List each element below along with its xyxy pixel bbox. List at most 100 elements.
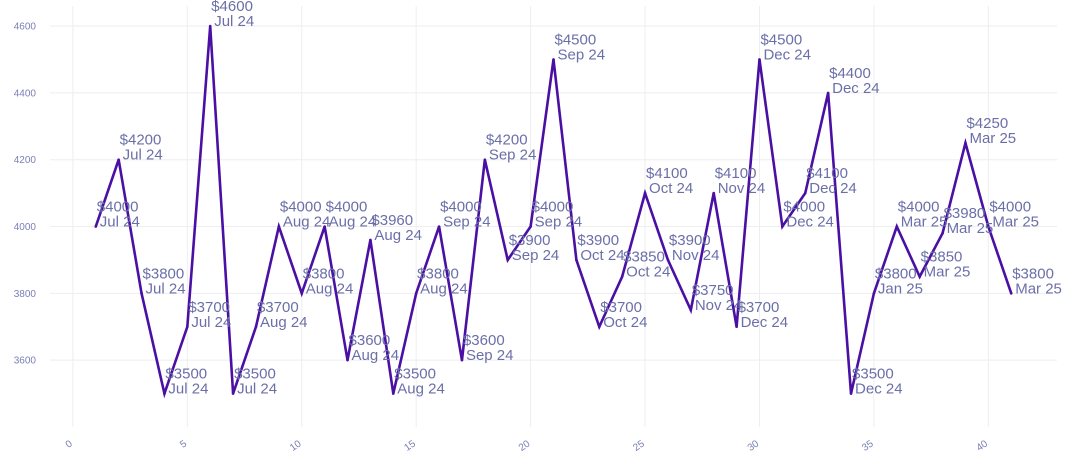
data-point xyxy=(277,225,281,228)
data-label-value: $3800 xyxy=(875,265,917,282)
data-label-value: $4100 xyxy=(806,165,848,182)
data-point xyxy=(941,231,944,235)
data-label-value: $3900 xyxy=(669,232,711,249)
data-label-month: Dec 24 xyxy=(809,180,857,197)
data-point xyxy=(620,275,624,278)
data-label-value: $4200 xyxy=(120,132,162,149)
data-label-value: $4000 xyxy=(989,199,1031,216)
data-label-month: Nov 24 xyxy=(672,247,720,264)
data-label-value: $3900 xyxy=(577,232,619,249)
data-label-month: Mar 25 xyxy=(992,214,1039,231)
data-label-value: $3500 xyxy=(165,366,207,383)
y-tick-label: 4400 xyxy=(14,88,37,99)
data-label-value: $4100 xyxy=(715,165,757,182)
data-label-month: Aug 24 xyxy=(306,280,354,297)
data-label-month: Jul 24 xyxy=(123,147,163,164)
data-point xyxy=(300,292,304,295)
data-label-value: $4000 xyxy=(532,199,574,216)
data-label-value: $3800 xyxy=(1012,265,1054,282)
data-label-month: Jul 24 xyxy=(237,381,277,398)
data-label-month: Sep 24 xyxy=(512,247,560,264)
x-tick-label: 35 xyxy=(860,438,876,454)
data-label-value: $3850 xyxy=(921,249,963,266)
data-label-month: Sep 24 xyxy=(489,147,537,164)
data-label-value: $3500 xyxy=(234,366,276,383)
data-label-month: Sep 24 xyxy=(558,46,606,63)
data-point xyxy=(689,308,693,312)
data-label-month: Oct 24 xyxy=(626,264,670,281)
data-point xyxy=(483,158,487,161)
data-point xyxy=(117,158,120,161)
data-point xyxy=(140,292,143,295)
data-point xyxy=(254,325,258,329)
data-label-month: Dec 24 xyxy=(786,214,834,231)
data-point xyxy=(163,392,166,395)
data-point xyxy=(414,292,418,295)
data-label-month: Aug 24 xyxy=(283,214,331,231)
x-tick-label: 25 xyxy=(631,438,647,454)
y-tick-label: 3600 xyxy=(14,356,37,367)
data-label-month: Mar 25 xyxy=(969,130,1016,147)
data-label-value: $4000 xyxy=(898,199,940,216)
data-point xyxy=(460,358,464,362)
data-label-month: Aug 24 xyxy=(397,381,445,398)
data-label-value: $4200 xyxy=(486,132,528,149)
data-point xyxy=(391,392,395,395)
data-label-value: $3800 xyxy=(143,265,185,282)
data-point xyxy=(369,238,372,242)
x-tick-label: 20 xyxy=(517,438,533,454)
data-label-month: Dec 24 xyxy=(741,314,789,331)
data-point xyxy=(529,225,532,228)
data-label-month: Aug 24 xyxy=(352,347,400,364)
x-tick-label: 30 xyxy=(746,438,762,454)
data-label-month: Dec 24 xyxy=(763,46,811,63)
data-point xyxy=(94,225,98,228)
data-label-month: Nov 24 xyxy=(695,297,743,314)
y-tick-label: 4200 xyxy=(14,155,37,166)
data-label-month: Aug 24 xyxy=(260,314,308,331)
x-tick-label: 5 xyxy=(178,438,189,450)
data-label-month: Mar 25 xyxy=(901,214,948,231)
data-label-value: $4000 xyxy=(326,199,368,216)
data-point xyxy=(231,392,235,395)
data-label-value: $4000 xyxy=(783,199,825,216)
data-label-month: Sep 24 xyxy=(443,214,491,231)
grid-layer xyxy=(50,6,1057,427)
data-label-value: $3600 xyxy=(349,332,391,349)
data-point xyxy=(712,191,716,195)
data-point xyxy=(597,325,601,329)
data-point xyxy=(964,141,967,145)
data-label-value: $3600 xyxy=(463,332,505,349)
data-point xyxy=(803,191,807,195)
data-label-month: Jul 24 xyxy=(100,214,140,231)
data-point xyxy=(552,58,555,61)
data-label-value: $4000 xyxy=(280,199,322,216)
data-point xyxy=(186,325,189,329)
data-label-month: Oct 24 xyxy=(603,314,647,331)
data-label-month: Oct 24 xyxy=(580,247,624,264)
x-tick-label: 10 xyxy=(288,438,304,454)
data-label-month: Aug 24 xyxy=(329,214,377,231)
data-label-value: $4100 xyxy=(646,165,688,182)
x-tick-label: 15 xyxy=(402,438,418,454)
data-label-value: $3700 xyxy=(257,299,299,316)
data-label-value: $3700 xyxy=(738,299,780,316)
data-label-value: $3500 xyxy=(852,366,894,383)
x-tick-label: 40 xyxy=(975,438,991,454)
data-point xyxy=(208,24,212,28)
data-point xyxy=(323,225,326,228)
data-label-value: $3800 xyxy=(417,265,459,282)
data-label-value: $3700 xyxy=(188,299,230,316)
data-point xyxy=(1009,292,1013,295)
data-label-month: Sep 24 xyxy=(466,347,514,364)
data-label-month: Jul 24 xyxy=(168,381,208,398)
y-tick-label: 4000 xyxy=(14,222,37,233)
data-label-value: $3500 xyxy=(394,366,436,383)
data-point xyxy=(437,225,441,228)
data-point xyxy=(849,392,853,395)
data-point xyxy=(666,258,670,262)
data-point xyxy=(575,258,578,262)
data-label-month: Jul 24 xyxy=(191,314,231,331)
